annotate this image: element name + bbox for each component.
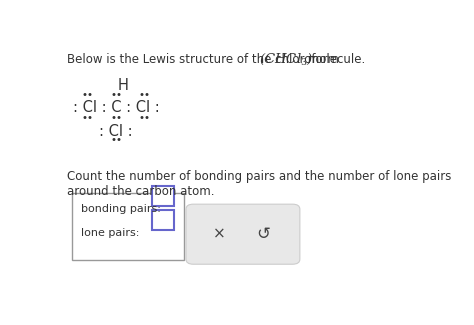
FancyBboxPatch shape <box>186 204 300 264</box>
Text: molecule.: molecule. <box>303 53 365 66</box>
Text: ••: •• <box>82 113 94 123</box>
Text: Below is the Lewis structure of the chloroform: Below is the Lewis structure of the chlo… <box>66 53 342 66</box>
FancyBboxPatch shape <box>152 210 174 230</box>
Text: H: H <box>118 78 129 93</box>
Text: ••: •• <box>110 135 122 145</box>
FancyBboxPatch shape <box>72 193 184 260</box>
Text: ••: •• <box>110 90 122 100</box>
Text: ••: •• <box>110 113 122 123</box>
Text: : Cl :: : Cl : <box>100 124 133 139</box>
Text: (CHCl$_3$): (CHCl$_3$) <box>259 52 314 67</box>
Text: Count the number of bonding pairs and the number of lone pairs around the carbon: Count the number of bonding pairs and th… <box>66 170 451 198</box>
FancyBboxPatch shape <box>152 186 174 206</box>
Text: ••: •• <box>138 90 150 100</box>
Text: : Cl : C : Cl :: : Cl : C : Cl : <box>73 100 160 115</box>
Text: ×: × <box>213 227 226 242</box>
Text: ••: •• <box>82 90 94 100</box>
Text: ↺: ↺ <box>256 225 270 243</box>
Text: lone pairs:: lone pairs: <box>81 228 139 238</box>
Text: bonding pairs:: bonding pairs: <box>81 204 160 214</box>
Text: ••: •• <box>138 113 150 123</box>
